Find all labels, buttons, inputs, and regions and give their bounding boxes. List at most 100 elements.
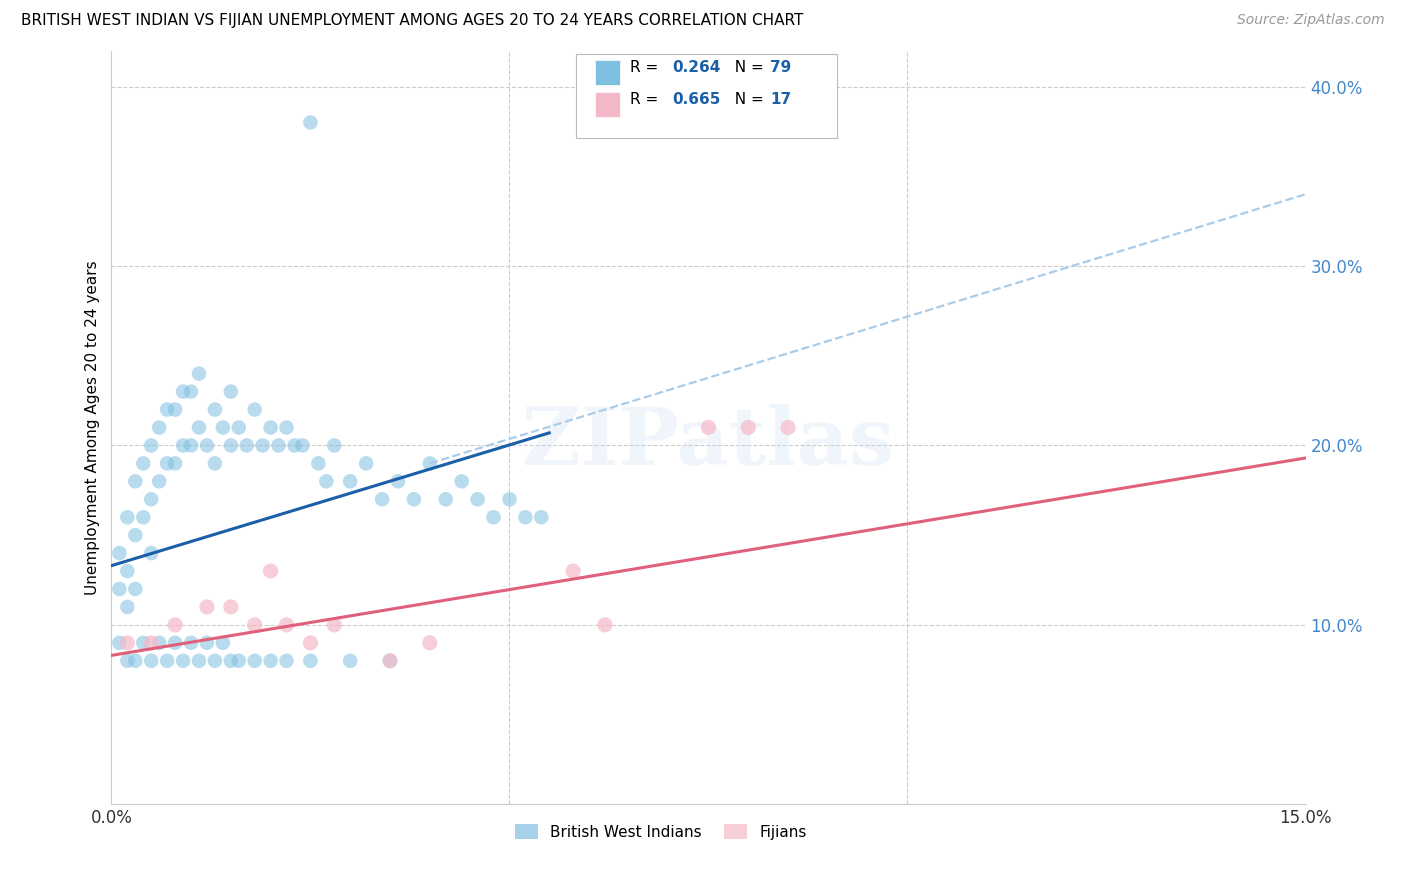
Point	[156, 456, 179, 470]
Text: 0.264: 0.264	[672, 61, 720, 75]
Point	[419, 456, 441, 470]
Point	[228, 420, 250, 434]
Point	[195, 599, 218, 614]
Point	[371, 492, 394, 507]
Point	[124, 528, 146, 542]
Point	[378, 654, 401, 668]
Point	[108, 546, 131, 560]
Point	[204, 654, 226, 668]
Point	[482, 510, 505, 524]
Point	[323, 618, 346, 632]
Point	[354, 456, 377, 470]
Point	[204, 402, 226, 417]
Point	[219, 599, 242, 614]
Point	[124, 654, 146, 668]
Legend: British West Indians, Fijians: British West Indians, Fijians	[509, 817, 813, 846]
Point	[243, 618, 266, 632]
Point	[737, 420, 759, 434]
Point	[117, 510, 139, 524]
Point	[172, 438, 194, 452]
Point	[219, 438, 242, 452]
Point	[188, 367, 211, 381]
Point	[117, 654, 139, 668]
Point	[141, 654, 163, 668]
Point	[180, 438, 202, 452]
Point	[132, 636, 155, 650]
Point	[188, 420, 211, 434]
Point	[165, 618, 187, 632]
Point	[148, 475, 170, 489]
Text: N =: N =	[725, 93, 769, 107]
Point	[243, 402, 266, 417]
Point	[156, 654, 179, 668]
Point	[291, 438, 314, 452]
Point	[276, 420, 298, 434]
Point	[259, 654, 281, 668]
Point	[243, 654, 266, 668]
Point	[467, 492, 489, 507]
Point	[141, 636, 163, 650]
Point	[276, 654, 298, 668]
Text: Source: ZipAtlas.com: Source: ZipAtlas.com	[1237, 13, 1385, 28]
Point	[195, 438, 218, 452]
Point	[402, 492, 425, 507]
Point	[259, 564, 281, 578]
Point	[283, 438, 305, 452]
Point	[267, 438, 290, 452]
Y-axis label: Unemployment Among Ages 20 to 24 years: Unemployment Among Ages 20 to 24 years	[86, 260, 100, 595]
Point	[450, 475, 472, 489]
Text: N =: N =	[725, 61, 769, 75]
Point	[180, 384, 202, 399]
Point	[172, 384, 194, 399]
Point	[212, 636, 235, 650]
Point	[156, 402, 179, 417]
Point	[124, 475, 146, 489]
Point	[195, 636, 218, 650]
Point	[117, 636, 139, 650]
Point	[387, 475, 409, 489]
Point	[141, 438, 163, 452]
Point	[323, 438, 346, 452]
Text: 17: 17	[770, 93, 792, 107]
Point	[378, 654, 401, 668]
Point	[235, 438, 257, 452]
Point	[259, 420, 281, 434]
Point	[108, 636, 131, 650]
Point	[219, 384, 242, 399]
Text: 0.665: 0.665	[672, 93, 720, 107]
Point	[228, 654, 250, 668]
Point	[141, 546, 163, 560]
Point	[434, 492, 457, 507]
Point	[252, 438, 274, 452]
Point	[117, 564, 139, 578]
Point	[339, 654, 361, 668]
Point	[530, 510, 553, 524]
Text: BRITISH WEST INDIAN VS FIJIAN UNEMPLOYMENT AMONG AGES 20 TO 24 YEARS CORRELATION: BRITISH WEST INDIAN VS FIJIAN UNEMPLOYME…	[21, 13, 803, 29]
Text: R =: R =	[630, 93, 664, 107]
Point	[562, 564, 585, 578]
Point	[515, 510, 537, 524]
Point	[132, 510, 155, 524]
Point	[276, 618, 298, 632]
Point	[299, 636, 322, 650]
Point	[165, 456, 187, 470]
Point	[307, 456, 329, 470]
Point	[498, 492, 520, 507]
Point	[778, 420, 800, 434]
Point	[299, 654, 322, 668]
Point	[148, 636, 170, 650]
Point	[593, 618, 616, 632]
Point	[108, 582, 131, 596]
Point	[141, 492, 163, 507]
Point	[315, 475, 337, 489]
Point	[172, 654, 194, 668]
Point	[148, 420, 170, 434]
Point	[180, 636, 202, 650]
Point	[132, 456, 155, 470]
Text: R =: R =	[630, 61, 664, 75]
Point	[165, 636, 187, 650]
Point	[219, 654, 242, 668]
Point	[419, 636, 441, 650]
Point	[697, 420, 720, 434]
Point	[124, 582, 146, 596]
